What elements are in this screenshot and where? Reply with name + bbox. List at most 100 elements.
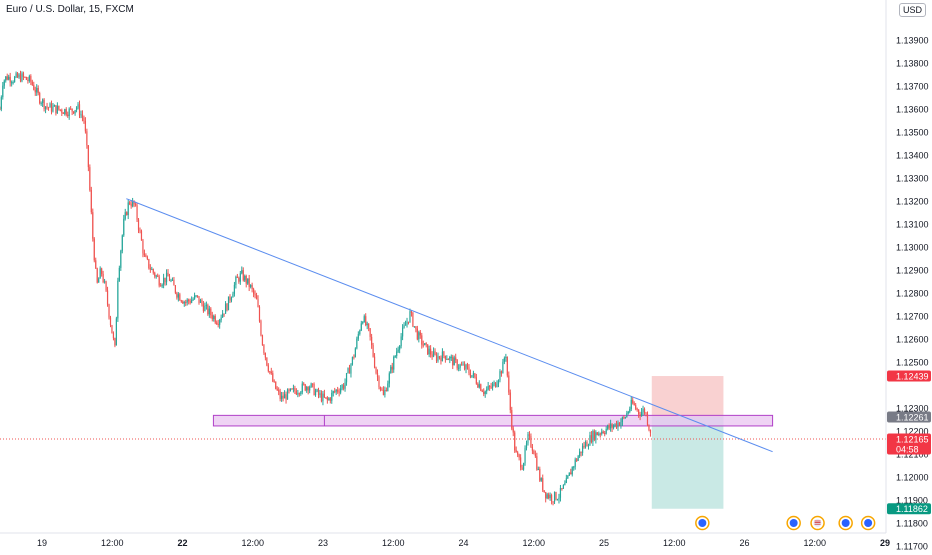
candle[interactable]: [246, 275, 247, 288]
candle[interactable]: [638, 409, 639, 418]
candle[interactable]: [181, 300, 182, 303]
candle[interactable]: [371, 334, 372, 349]
candle[interactable]: [58, 106, 59, 111]
candle[interactable]: [399, 345, 400, 353]
candle[interactable]: [48, 107, 49, 111]
candle[interactable]: [595, 430, 596, 443]
candle[interactable]: [194, 293, 195, 300]
candle[interactable]: [586, 440, 587, 446]
candle[interactable]: [437, 353, 438, 363]
candle[interactable]: [225, 301, 226, 314]
candle[interactable]: [580, 451, 581, 456]
candle[interactable]: [383, 386, 384, 395]
candle[interactable]: [305, 384, 306, 391]
candle[interactable]: [153, 268, 154, 274]
candle[interactable]: [476, 374, 477, 385]
candle[interactable]: [200, 299, 201, 303]
candle[interactable]: [405, 321, 406, 326]
candle[interactable]: [309, 386, 310, 394]
candle[interactable]: [616, 421, 617, 429]
candle[interactable]: [212, 312, 213, 322]
candle[interactable]: [347, 367, 348, 373]
candle[interactable]: [160, 283, 161, 287]
candle[interactable]: [13, 80, 14, 84]
candle[interactable]: [370, 328, 371, 341]
candle[interactable]: [461, 362, 462, 366]
candle[interactable]: [594, 429, 595, 441]
candle[interactable]: [600, 433, 601, 438]
candle[interactable]: [575, 458, 576, 470]
entry-price-badge[interactable]: 1.12261: [887, 411, 931, 422]
candle[interactable]: [507, 356, 508, 377]
candle[interactable]: [33, 82, 34, 91]
candle[interactable]: [610, 420, 611, 432]
candle[interactable]: [79, 101, 80, 118]
candle[interactable]: [350, 363, 351, 377]
candle[interactable]: [45, 106, 46, 113]
candle[interactable]: [237, 274, 238, 278]
candle[interactable]: [645, 412, 646, 416]
candle[interactable]: [359, 329, 360, 335]
candle[interactable]: [423, 341, 424, 348]
candle[interactable]: [111, 325, 112, 334]
candle[interactable]: [89, 164, 90, 191]
candle[interactable]: [548, 493, 549, 500]
candle[interactable]: [362, 321, 363, 324]
candle[interactable]: [516, 446, 517, 452]
candle[interactable]: [626, 411, 627, 418]
candle[interactable]: [427, 344, 428, 355]
candle[interactable]: [141, 230, 142, 241]
candle[interactable]: [340, 385, 341, 394]
candle[interactable]: [156, 275, 157, 279]
candle[interactable]: [460, 364, 461, 371]
candle[interactable]: [187, 298, 188, 305]
candle[interactable]: [485, 390, 486, 397]
candle[interactable]: [439, 356, 440, 360]
candle[interactable]: [489, 385, 490, 391]
candle[interactable]: [55, 105, 56, 115]
candle[interactable]: [355, 347, 356, 357]
candle[interactable]: [614, 423, 615, 427]
candle[interactable]: [173, 277, 174, 286]
candle[interactable]: [442, 348, 443, 361]
candle[interactable]: [471, 375, 472, 378]
candle[interactable]: [346, 373, 347, 386]
candle[interactable]: [336, 389, 337, 395]
candle[interactable]: [136, 203, 137, 222]
candle[interactable]: [104, 279, 105, 284]
candle[interactable]: [637, 408, 638, 412]
candle[interactable]: [291, 388, 292, 390]
candle[interactable]: [296, 388, 297, 395]
candle[interactable]: [288, 388, 289, 393]
candle[interactable]: [384, 387, 385, 398]
candle[interactable]: [628, 411, 629, 415]
candle[interactable]: [265, 352, 266, 360]
candle[interactable]: [486, 386, 487, 394]
candle[interactable]: [585, 440, 586, 448]
candle[interactable]: [650, 429, 651, 436]
candle[interactable]: [103, 271, 104, 283]
candle[interactable]: [620, 418, 621, 428]
candle[interactable]: [232, 292, 233, 298]
candle[interactable]: [5, 76, 6, 83]
candle[interactable]: [15, 72, 16, 79]
candle[interactable]: [4, 79, 5, 88]
currency-button[interactable]: USD: [899, 3, 926, 17]
candle[interactable]: [231, 296, 232, 302]
candle[interactable]: [356, 337, 357, 350]
candle[interactable]: [647, 411, 648, 426]
candle[interactable]: [349, 365, 350, 374]
candle[interactable]: [532, 444, 533, 454]
candle[interactable]: [306, 386, 307, 393]
event-icon[interactable]: [696, 517, 709, 530]
candle[interactable]: [445, 356, 446, 363]
candle[interactable]: [167, 269, 168, 276]
candle[interactable]: [558, 494, 559, 504]
candle[interactable]: [433, 347, 434, 357]
candle[interactable]: [458, 364, 459, 371]
candle[interactable]: [342, 384, 343, 390]
candle[interactable]: [386, 387, 387, 391]
candle[interactable]: [566, 475, 567, 483]
candle[interactable]: [297, 390, 298, 397]
